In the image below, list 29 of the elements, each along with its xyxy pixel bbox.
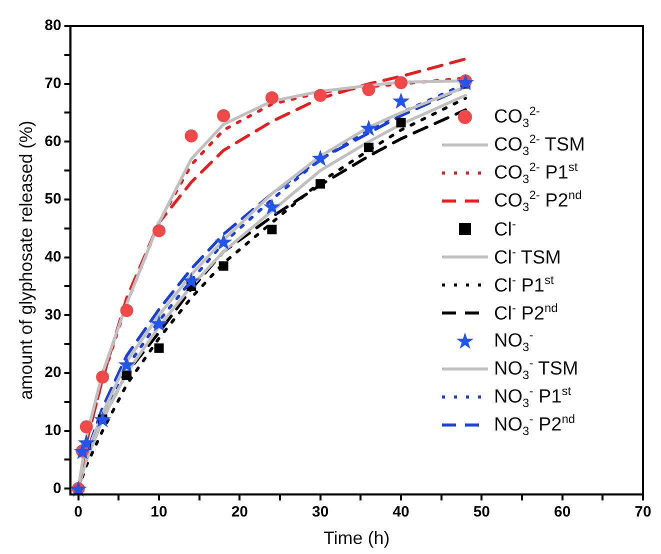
legend-label: Cl$^{-}$: [494, 216, 516, 242]
x-tick-label: 60: [554, 504, 571, 521]
legend-label: NO$_{3}$$^{-}$ P1$^{st}$: [494, 384, 572, 410]
x-tick-label: 0: [74, 504, 83, 521]
y-tick-label: 30: [44, 306, 62, 324]
y-tick-label: 10: [44, 422, 62, 439]
legend-label: Cl$^{-}$ P1$^{st}$: [494, 272, 554, 298]
y-tick-label: 0: [52, 480, 62, 497]
y-tick-label: 50: [44, 190, 62, 208]
legend-label: Cl$^{-}$ P2$^{nd}$: [494, 300, 558, 326]
y-tick-label: 40: [44, 248, 62, 266]
y-tick-label: 80: [44, 17, 62, 34]
y-tick-label: 20: [44, 364, 62, 382]
y-tick-label: 60: [44, 132, 62, 150]
x-tick-label: 10: [150, 504, 168, 521]
legend-label: Cl$^{-}$ TSM: [494, 244, 561, 270]
y-axis-title: amount of glyphosate released (%): [16, 120, 36, 400]
x-tick-label: 30: [312, 504, 329, 521]
x-tick-label: 20: [231, 504, 248, 521]
x-tick-label: 40: [392, 504, 410, 521]
x-tick-label: 70: [634, 504, 652, 521]
x-tick-label: 50: [473, 504, 490, 521]
y-tick-label: 70: [44, 74, 62, 92]
x-axis-title: Time (h): [323, 528, 390, 548]
legend-label: CO$_{3}$$^{2-}$ P1$^{st}$: [494, 160, 578, 186]
legend-label: NO$_{3}$$^{-}$ P2$^{nd}$: [494, 412, 576, 438]
legend-label: CO$_{3}$$^{2-}$ P2$^{nd}$: [494, 188, 582, 214]
legend-label: NO$_{3}$$^{-}$ TSM: [494, 356, 578, 382]
legend-label: CO$_{3}$$^{2-}$ TSM: [494, 132, 585, 158]
